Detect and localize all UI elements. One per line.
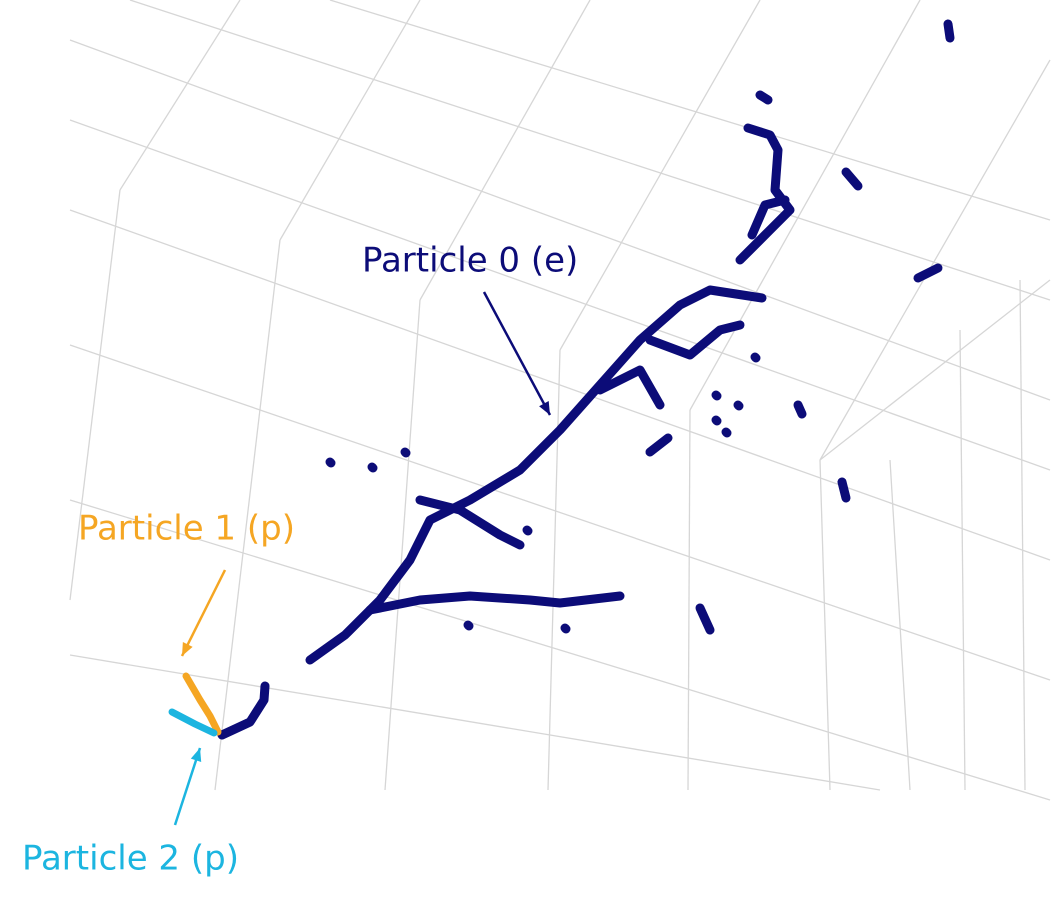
annotation-arrow <box>484 292 550 415</box>
hit-track <box>716 420 717 421</box>
hit-track <box>468 625 469 626</box>
hit-track <box>222 686 265 735</box>
annotation-label: Particle 1 (p) <box>78 509 295 549</box>
hit-track <box>726 432 727 433</box>
hit-track <box>700 608 710 630</box>
hit-track <box>755 357 756 358</box>
hit-track <box>650 325 740 355</box>
annotation-label: Particle 0 (e) <box>362 241 578 281</box>
hit-track <box>527 530 528 531</box>
event-display: Particle 0 (e) Particle 1 (p) Particle 2 (… <box>0 0 1053 898</box>
hit-track <box>372 467 373 468</box>
hit-track <box>842 482 846 498</box>
hit-track <box>740 128 790 260</box>
hit-track <box>330 462 331 463</box>
annotations: Particle 0 (e) Particle 1 (p) Particle 2 (… <box>22 241 578 879</box>
hit-track <box>738 405 739 406</box>
hit-track <box>948 24 950 38</box>
hit-track <box>405 452 406 453</box>
grid <box>70 0 1050 800</box>
annotation-arrow <box>182 570 225 656</box>
hit-track <box>565 628 566 629</box>
hit-track <box>716 395 717 396</box>
hit-track <box>370 596 620 610</box>
hit-track <box>846 172 858 186</box>
annotation-label: Particle 2 (p) <box>22 839 239 879</box>
arrow-head <box>191 748 201 762</box>
hit-tracks <box>172 24 950 735</box>
hit-track <box>798 405 802 414</box>
hit-track <box>760 95 768 100</box>
hit-track <box>918 268 938 278</box>
hit-track <box>650 438 668 452</box>
